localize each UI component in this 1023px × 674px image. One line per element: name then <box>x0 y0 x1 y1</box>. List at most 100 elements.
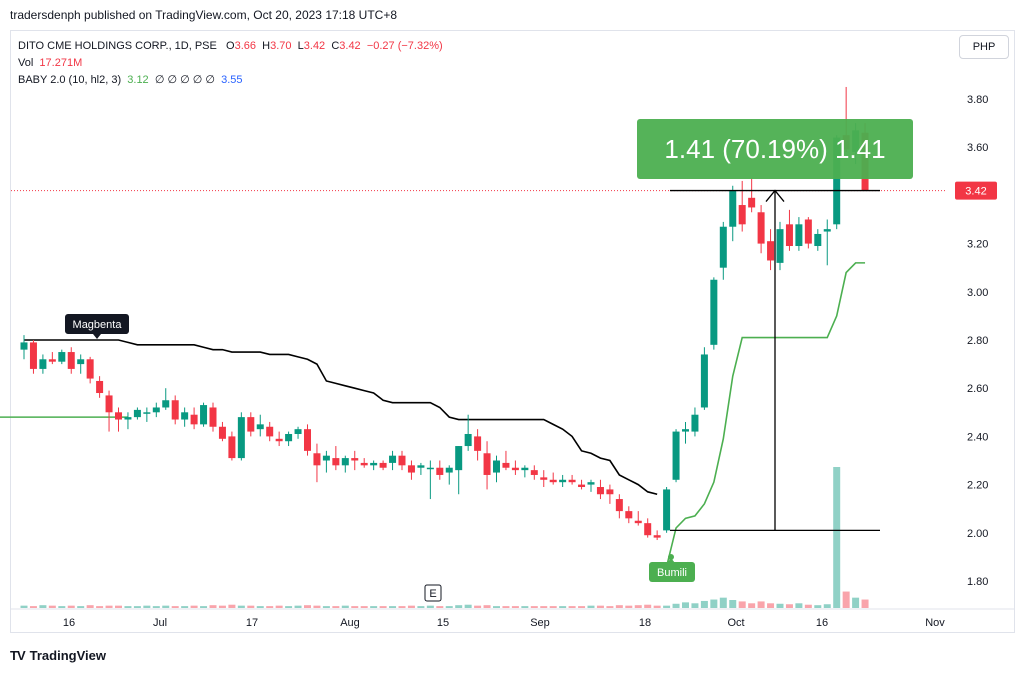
volume-bar <box>77 606 85 608</box>
indicator-label[interactable]: BABY 2.0 (10, hl2, 3) <box>18 74 122 86</box>
volume-bar <box>426 605 434 608</box>
volume-bar <box>842 591 850 608</box>
volume-bar <box>162 605 170 608</box>
volume-bar <box>757 601 765 608</box>
volume-bar <box>228 604 236 608</box>
candle-body <box>625 511 633 519</box>
symbol-label[interactable]: DITO CME HOLDINGS CORP., 1D, PSE <box>18 40 217 52</box>
candle-body <box>133 409 141 418</box>
y-tick-label: 2.60 <box>967 383 988 395</box>
candle-body <box>559 479 567 483</box>
buy-signal-dot <box>668 554 674 560</box>
candle-body <box>285 433 293 442</box>
last-price-tag <box>955 181 997 200</box>
volume-bar <box>587 605 595 608</box>
volume-bar <box>672 603 680 608</box>
chart-legend: DITO CME HOLDINGS CORP., 1D, PSE O3.66 H… <box>18 38 443 89</box>
volume-bar <box>776 603 784 608</box>
candle-body <box>521 467 529 471</box>
volume-bar <box>804 604 812 608</box>
candle-body <box>634 520 642 524</box>
candle-body <box>209 407 217 427</box>
candle-body <box>77 359 85 365</box>
volume-bar <box>285 606 293 608</box>
candle-body <box>804 219 812 244</box>
volume-bar <box>209 605 217 608</box>
volume-bar <box>29 606 37 608</box>
sell-signal-label: Magbenta <box>73 319 123 331</box>
candle-body <box>474 436 482 451</box>
x-tick-label: 16 <box>816 617 828 629</box>
candle-body <box>247 417 255 432</box>
candle-body <box>502 462 510 468</box>
candle-body <box>549 479 557 483</box>
candle-body <box>682 429 689 432</box>
candle-body <box>124 417 132 420</box>
candle-body <box>833 137 841 225</box>
x-tick-label: 15 <box>437 617 449 629</box>
candle-body <box>152 407 160 413</box>
candle-body <box>530 470 538 475</box>
high-label: H <box>262 40 271 52</box>
sell-signal-pointer <box>93 334 101 339</box>
volume-bar <box>294 605 302 608</box>
candle-body <box>48 359 56 362</box>
candle-body <box>729 190 737 227</box>
high-value: 3.70 <box>270 40 292 52</box>
volume-bar <box>171 606 179 608</box>
buy-signal-pointer <box>667 558 675 563</box>
x-tick-label: Sep <box>530 617 550 629</box>
sell-signal-box <box>65 314 129 334</box>
volume-bar <box>341 605 349 608</box>
ohlc-row: DITO CME HOLDINGS CORP., 1D, PSE O3.66 H… <box>18 38 443 55</box>
candle-body <box>256 424 264 430</box>
volume-bar <box>247 605 255 608</box>
candle-body <box>341 458 349 466</box>
x-tick-label: Jul <box>153 617 167 629</box>
y-tick-label: 2.20 <box>967 480 988 492</box>
candle-body <box>351 458 359 461</box>
candle-body <box>228 436 236 459</box>
low-value: 3.42 <box>303 40 326 52</box>
volume-bar <box>615 605 623 608</box>
candle-body <box>445 467 453 473</box>
indicator-value-2: 3.55 <box>221 74 243 86</box>
volume-bar <box>852 597 860 608</box>
x-tick-label: Nov <box>925 617 945 629</box>
volume-bar <box>795 603 803 608</box>
candle-body <box>493 460 500 473</box>
volume-bar <box>530 606 538 608</box>
volume-bar <box>379 606 387 608</box>
tradingview-brand: TV TradingView <box>10 648 106 663</box>
volume-bar <box>568 606 576 608</box>
x-tick-label: Aug <box>340 617 360 629</box>
y-tick-label: 3.00 <box>967 287 988 299</box>
candle-body <box>644 523 652 536</box>
volume-bar <box>691 603 699 608</box>
candle-body <box>266 426 274 437</box>
volume-bar <box>417 606 425 608</box>
candle-body <box>776 229 784 263</box>
candle-body <box>304 429 311 451</box>
candle-body <box>313 453 321 466</box>
volume-bar <box>360 606 368 608</box>
candle-body <box>105 395 113 413</box>
candle-body <box>67 352 75 369</box>
measure-arrowhead <box>765 189 785 202</box>
chart-frame <box>10 30 1015 633</box>
volume-bar <box>663 605 671 608</box>
volume-bar <box>483 605 491 608</box>
volume-bar <box>105 605 113 608</box>
candle-body <box>511 467 519 471</box>
candle-body <box>653 535 661 538</box>
volume-bar <box>58 606 66 608</box>
volume-bar <box>682 602 689 608</box>
buy-signal-box <box>649 562 695 582</box>
candle-body <box>218 426 226 439</box>
volume-bar <box>502 606 510 608</box>
candle-body <box>426 467 434 470</box>
volume-label[interactable]: Vol <box>18 57 34 69</box>
currency-button[interactable]: PHP <box>959 35 1009 59</box>
volume-bar <box>445 606 453 608</box>
